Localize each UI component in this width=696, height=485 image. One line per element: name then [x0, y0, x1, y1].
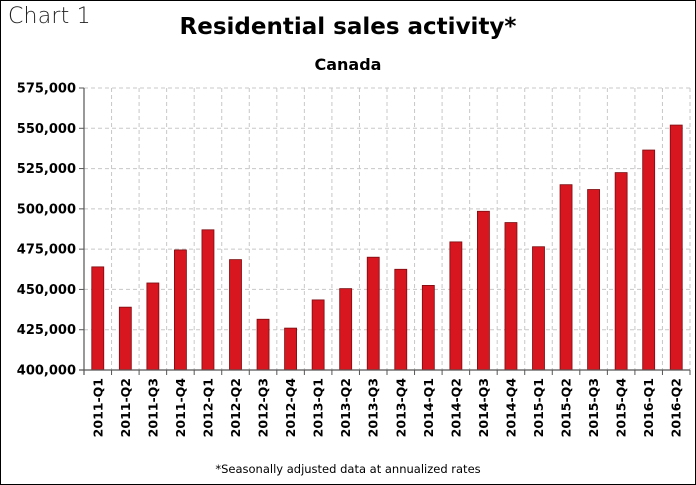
bar-2014-Q3 [477, 210, 490, 371]
x-tick-label: 2015-Q3 [586, 378, 601, 437]
bar-2014-Q4 [504, 222, 518, 371]
x-tick-label: 2014-Q1 [421, 378, 436, 437]
x-tick-label: 2014-Q4 [503, 378, 518, 438]
x-tick-labels: 2011-Q1 2011-Q2 2011-Q3 2011-Q4 2012-Q1 2012-… [90, 378, 683, 438]
bar-2015-Q1 [532, 246, 545, 371]
x-tick-label: 2015-Q4 [614, 378, 629, 438]
x-tick-label: 2013-Q4 [393, 378, 408, 438]
x-tick-label: 2015-Q1 [531, 378, 546, 437]
bar-2011-Q2 [118, 306, 132, 371]
x-tick-label: 2011-Q2 [118, 378, 133, 437]
x-tick-label: 2013-Q2 [338, 378, 353, 437]
bar-2011-Q1 [91, 266, 105, 371]
bar-2012-Q1 [201, 229, 215, 371]
x-tick-label: 2012-Q2 [228, 378, 243, 437]
x-tick-label: 2016-Q1 [641, 378, 656, 437]
y-tick-label: 550,000 [17, 122, 76, 137]
bar-2013-Q2 [339, 288, 353, 371]
x-tick-label: 2013-Q3 [366, 378, 381, 437]
bar-2012-Q4 [284, 327, 297, 371]
bar-2013-Q1 [311, 299, 325, 371]
bar-2016-Q1 [642, 149, 656, 371]
bars [91, 124, 683, 371]
chart-label: Chart 1 [8, 4, 91, 29]
y-tick-label: 500,000 [17, 202, 76, 217]
x-tick-label: 2011-Q3 [145, 378, 160, 437]
x-tick-label: 2013-Q1 [311, 378, 326, 437]
chart-footnote: *Seasonally adjusted data at annualized … [215, 462, 481, 476]
x-tick-label: 2014-Q2 [448, 378, 463, 437]
x-tick-label: 2014-Q3 [476, 378, 491, 437]
y-tick-label: 475,000 [17, 243, 76, 258]
bar-2013-Q3 [366, 256, 380, 371]
chart-title: Residential sales activity* [179, 14, 517, 40]
y-tick-label: 425,000 [17, 323, 76, 338]
axes [79, 87, 691, 375]
bar-2014-Q2 [449, 241, 463, 371]
x-tick-label: 2012-Q3 [256, 378, 271, 437]
bar-2016-Q2 [669, 124, 683, 371]
y-tick-label: 575,000 [17, 82, 76, 97]
x-tick-label: 2016-Q2 [669, 378, 684, 437]
bar-2015-Q2 [559, 184, 573, 371]
chart-subtitle: Canada [314, 55, 382, 74]
y-tick-labels: 400,000 425,000 450,000 475,000 500,000 525,0… [17, 82, 76, 379]
y-tick-label: 400,000 [17, 364, 76, 379]
bar-2013-Q4 [394, 268, 408, 371]
bar-2011-Q3 [146, 282, 160, 371]
bar-2015-Q4 [614, 172, 628, 371]
x-tick-label: 2011-Q4 [173, 378, 188, 438]
x-tick-label: 2015-Q2 [559, 378, 574, 437]
y-tick-label: 525,000 [17, 162, 76, 177]
bar-2012-Q3 [256, 318, 270, 371]
bar-2015-Q3 [587, 189, 600, 371]
bar-2014-Q1 [421, 284, 435, 371]
bar-2011-Q4 [174, 249, 187, 371]
x-tick-label: 2011-Q1 [90, 378, 105, 437]
bar-2012-Q2 [229, 259, 242, 371]
x-tick-label: 2012-Q4 [283, 378, 298, 438]
y-tick-label: 450,000 [17, 283, 76, 298]
x-tick-label: 2012-Q1 [200, 378, 215, 437]
